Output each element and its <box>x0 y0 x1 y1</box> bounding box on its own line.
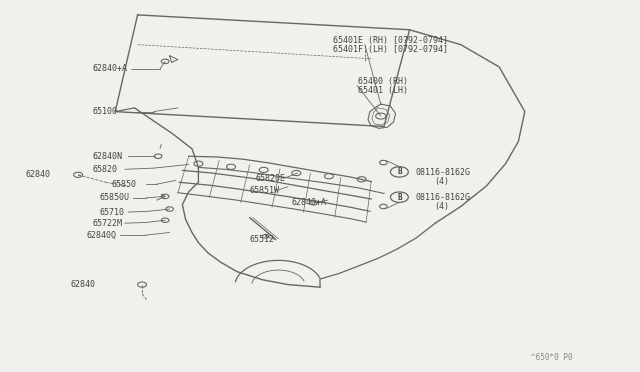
Text: (4): (4) <box>434 202 449 211</box>
Text: 65850U: 65850U <box>99 193 129 202</box>
Text: 62840: 62840 <box>26 170 51 179</box>
Text: 65401E (RH) [0792-0794]: 65401E (RH) [0792-0794] <box>333 36 448 45</box>
Text: 65512: 65512 <box>250 235 275 244</box>
Text: 65400 (RH): 65400 (RH) <box>358 77 408 86</box>
Text: 62840+A: 62840+A <box>291 198 326 207</box>
Text: 65850: 65850 <box>112 180 137 189</box>
Text: 62840N: 62840N <box>93 152 123 161</box>
Text: 65820E: 65820E <box>256 174 286 183</box>
Text: 62840Q: 62840Q <box>86 231 116 240</box>
Text: 65710: 65710 <box>99 208 124 217</box>
Text: 65851W: 65851W <box>250 186 280 195</box>
Text: 08116-8162G: 08116-8162G <box>416 193 471 202</box>
Text: (4): (4) <box>434 177 449 186</box>
Text: ^650*0 P0: ^650*0 P0 <box>531 353 573 362</box>
Text: B: B <box>397 167 402 176</box>
Text: 65820: 65820 <box>93 165 118 174</box>
Text: 65100: 65100 <box>93 107 118 116</box>
Text: 62840+A: 62840+A <box>93 64 128 73</box>
Text: 65722M: 65722M <box>93 219 123 228</box>
Text: 08116-8162G: 08116-8162G <box>416 169 471 177</box>
Text: 65401 (LH): 65401 (LH) <box>358 86 408 94</box>
Text: 65401F (LH) [0792-0794]: 65401F (LH) [0792-0794] <box>333 45 448 54</box>
Text: B: B <box>397 193 402 202</box>
Text: 62840: 62840 <box>70 280 95 289</box>
